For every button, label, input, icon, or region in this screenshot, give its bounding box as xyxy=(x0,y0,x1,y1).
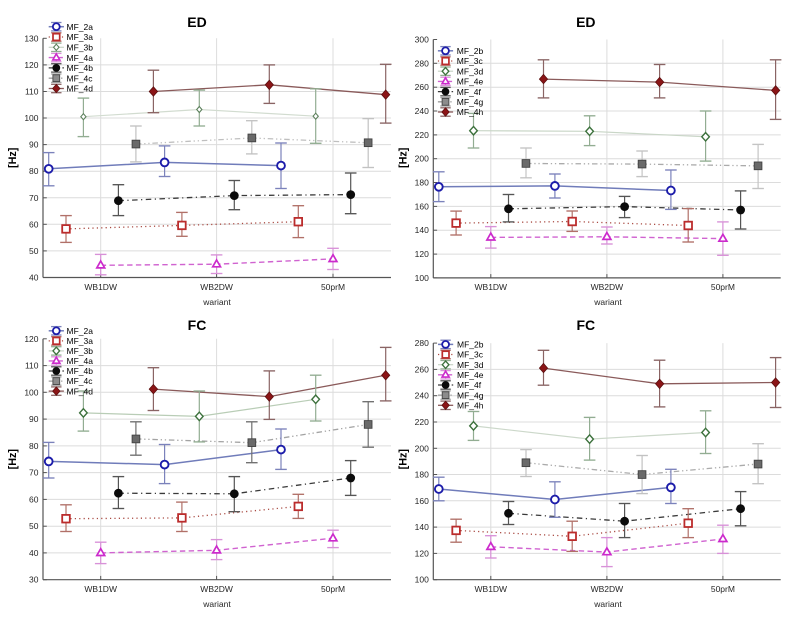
svg-text:100: 100 xyxy=(24,113,38,123)
svg-text:MF_4c: MF_4c xyxy=(67,73,94,83)
svg-text:260: 260 xyxy=(415,82,429,92)
svg-text:30: 30 xyxy=(29,575,39,585)
svg-text:MF_4c: MF_4c xyxy=(67,376,94,386)
svg-text:180: 180 xyxy=(415,470,429,480)
svg-text:wariant: wariant xyxy=(202,599,231,609)
svg-text:200: 200 xyxy=(415,154,429,164)
svg-text:40: 40 xyxy=(29,548,39,558)
svg-text:[Hz]: [Hz] xyxy=(7,449,19,469)
svg-text:WB1DW: WB1DW xyxy=(475,282,508,292)
svg-text:160: 160 xyxy=(415,496,429,506)
svg-text:110: 110 xyxy=(25,361,39,371)
svg-text:MF_4f: MF_4f xyxy=(457,87,482,97)
svg-text:MF_3a: MF_3a xyxy=(67,32,94,42)
svg-text:MF_4g: MF_4g xyxy=(457,97,484,107)
svg-text:200: 200 xyxy=(415,443,429,453)
svg-text:220: 220 xyxy=(415,417,429,427)
svg-text:240: 240 xyxy=(415,391,429,401)
svg-text:ED: ED xyxy=(576,14,595,30)
svg-text:wariant: wariant xyxy=(593,599,622,609)
svg-text:wariant: wariant xyxy=(202,297,231,307)
svg-text:50prM: 50prM xyxy=(321,584,345,594)
svg-text:wariant: wariant xyxy=(593,297,622,307)
svg-text:MF_3b: MF_3b xyxy=(67,346,94,356)
svg-text:180: 180 xyxy=(415,178,429,188)
svg-text:80: 80 xyxy=(29,441,39,451)
svg-text:MF_3d: MF_3d xyxy=(457,66,484,76)
svg-text:MF_4b: MF_4b xyxy=(67,366,94,376)
svg-text:140: 140 xyxy=(415,522,429,532)
svg-text:[Hz]: [Hz] xyxy=(7,148,19,168)
svg-text:MF_4e: MF_4e xyxy=(457,370,484,380)
svg-text:MF_3a: MF_3a xyxy=(67,336,94,346)
svg-text:MF_2a: MF_2a xyxy=(67,326,94,336)
svg-text:140: 140 xyxy=(415,225,429,235)
svg-text:[Hz]: [Hz] xyxy=(398,449,410,469)
svg-text:280: 280 xyxy=(415,338,429,348)
svg-text:MF_4e: MF_4e xyxy=(457,77,484,87)
svg-text:FC: FC xyxy=(188,317,207,333)
svg-text:70: 70 xyxy=(29,468,39,478)
svg-text:WB2DW: WB2DW xyxy=(591,282,624,292)
svg-text:60: 60 xyxy=(29,219,39,229)
svg-text:MF_4g: MF_4g xyxy=(457,390,484,400)
svg-text:90: 90 xyxy=(29,140,39,150)
svg-text:WB2DW: WB2DW xyxy=(200,584,233,594)
svg-text:120: 120 xyxy=(24,60,38,70)
svg-text:[Hz]: [Hz] xyxy=(398,148,410,168)
svg-text:MF_2b: MF_2b xyxy=(457,340,484,350)
svg-text:240: 240 xyxy=(415,106,429,116)
svg-text:MF_3c: MF_3c xyxy=(457,350,484,360)
svg-text:MF_2b: MF_2b xyxy=(457,46,484,56)
svg-text:MF_3c: MF_3c xyxy=(457,56,484,66)
svg-text:MF_4b: MF_4b xyxy=(67,63,94,73)
svg-text:50prM: 50prM xyxy=(711,584,735,594)
svg-text:ED: ED xyxy=(187,14,206,30)
svg-text:50prM: 50prM xyxy=(711,282,735,292)
svg-text:120: 120 xyxy=(415,548,429,558)
svg-text:100: 100 xyxy=(24,387,38,397)
svg-text:WB1DW: WB1DW xyxy=(84,282,117,292)
svg-text:130: 130 xyxy=(24,33,38,43)
svg-text:MF_4f: MF_4f xyxy=(457,380,482,390)
svg-text:MF_4d: MF_4d xyxy=(67,84,94,94)
svg-text:100: 100 xyxy=(415,575,429,585)
svg-text:MF_4h: MF_4h xyxy=(457,401,484,411)
svg-text:WB2DW: WB2DW xyxy=(200,282,233,292)
svg-text:MF_4h: MF_4h xyxy=(457,107,484,117)
svg-text:MF_2a: MF_2a xyxy=(67,22,94,32)
svg-text:80: 80 xyxy=(29,166,39,176)
svg-text:WB1DW: WB1DW xyxy=(84,584,117,594)
svg-text:120: 120 xyxy=(415,249,429,259)
svg-text:50: 50 xyxy=(29,246,39,256)
svg-text:120: 120 xyxy=(24,334,38,344)
svg-text:50: 50 xyxy=(29,521,39,531)
svg-text:MF_4a: MF_4a xyxy=(67,53,94,63)
svg-text:110: 110 xyxy=(25,87,39,97)
svg-text:300: 300 xyxy=(415,35,429,45)
svg-text:50prM: 50prM xyxy=(321,282,345,292)
svg-text:40: 40 xyxy=(29,273,39,283)
svg-text:260: 260 xyxy=(415,364,429,374)
svg-text:100: 100 xyxy=(415,273,429,283)
svg-text:90: 90 xyxy=(29,414,39,424)
svg-text:WB1DW: WB1DW xyxy=(475,584,508,594)
svg-text:160: 160 xyxy=(415,201,429,211)
svg-text:MF_4a: MF_4a xyxy=(67,356,94,366)
svg-text:MF_3d: MF_3d xyxy=(457,360,484,370)
svg-text:MF_4d: MF_4d xyxy=(67,386,94,396)
svg-text:FC: FC xyxy=(576,317,595,333)
svg-text:280: 280 xyxy=(415,58,429,68)
svg-text:60: 60 xyxy=(29,494,39,504)
svg-text:70: 70 xyxy=(29,193,39,203)
svg-text:WB2DW: WB2DW xyxy=(591,584,624,594)
svg-text:MF_3b: MF_3b xyxy=(67,43,94,53)
svg-text:220: 220 xyxy=(415,130,429,140)
